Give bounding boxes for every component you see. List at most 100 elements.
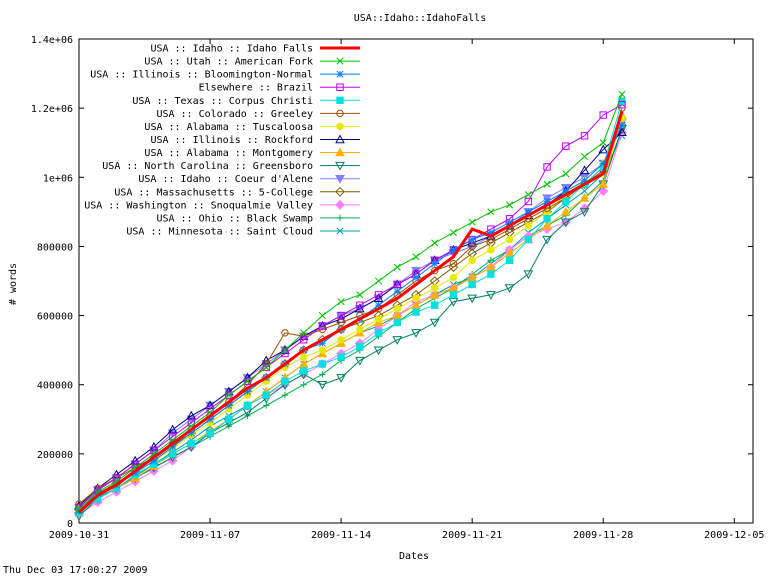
data-point xyxy=(487,246,495,254)
data-point xyxy=(598,144,609,154)
legend-label: USA :: Washington :: Snoqualmie Valley xyxy=(84,200,313,211)
legend-marker xyxy=(336,70,344,78)
data-point xyxy=(299,353,308,361)
legend-label: Elsewhere :: Brazil xyxy=(199,83,313,94)
data-point xyxy=(356,342,364,351)
legend-label: USA :: Idaho :: Idaho Falls xyxy=(150,44,313,55)
data-point xyxy=(225,401,233,410)
data-point xyxy=(523,270,534,280)
data-point xyxy=(580,152,589,161)
data-point xyxy=(560,218,571,228)
legend-marker xyxy=(336,57,344,65)
x-tick-label: 2009-11-14 xyxy=(311,530,371,541)
data-point xyxy=(542,235,552,245)
legend-marker xyxy=(335,175,345,184)
data-point xyxy=(262,391,270,399)
data-point xyxy=(393,287,401,295)
data-point xyxy=(206,415,214,423)
legend-marker xyxy=(336,96,344,104)
data-point xyxy=(337,311,345,320)
data-point xyxy=(468,218,476,226)
data-point xyxy=(300,381,307,388)
legend-label: USA :: Colorado :: Greeley xyxy=(156,109,313,120)
data-point xyxy=(167,424,178,434)
data-point xyxy=(562,170,570,178)
x-tick-label: 2009-10-31 xyxy=(49,530,109,541)
data-point xyxy=(524,208,532,216)
data-point xyxy=(448,298,459,307)
data-point xyxy=(168,450,177,458)
data-point xyxy=(486,291,496,300)
data-point xyxy=(599,139,607,147)
legend-label: USA :: Utah :: American Fork xyxy=(144,57,313,68)
data-point xyxy=(562,197,570,206)
data-point xyxy=(618,121,626,129)
data-point xyxy=(281,346,289,354)
data-point xyxy=(543,163,551,171)
y-tick-label: 1e+06 xyxy=(43,173,73,184)
data-point xyxy=(580,177,589,185)
data-point xyxy=(337,353,345,361)
x-tick-label: 2009-11-28 xyxy=(573,530,633,541)
data-point xyxy=(598,186,609,197)
data-point xyxy=(242,408,253,418)
data-point xyxy=(412,294,420,302)
data-point xyxy=(392,336,403,345)
data-point xyxy=(393,280,401,289)
data-point xyxy=(504,248,515,258)
y-tick-label: 400000 xyxy=(37,381,73,392)
x-tick-label: 2009-11-21 xyxy=(442,530,502,541)
chart-title: USA::Idaho::IdahoFalls xyxy=(354,13,486,24)
data-point xyxy=(449,229,457,237)
data-point xyxy=(318,360,327,368)
data-point xyxy=(299,367,308,375)
data-point xyxy=(186,410,197,420)
data-point xyxy=(356,325,364,334)
legend-marker xyxy=(336,122,344,131)
legend-entry: USA :: Washington :: Snoqualmie Valley xyxy=(84,199,360,211)
data-point xyxy=(169,443,177,451)
data-point xyxy=(281,329,289,337)
data-point xyxy=(562,142,570,150)
data-point xyxy=(468,256,476,264)
data-point xyxy=(243,377,252,385)
data-point xyxy=(243,377,252,385)
data-point xyxy=(467,294,478,304)
data-point xyxy=(150,457,158,465)
data-point xyxy=(337,298,345,306)
data-point xyxy=(504,284,515,293)
data-point xyxy=(281,391,289,399)
y-axis-label: # words xyxy=(8,263,19,305)
data-point xyxy=(393,263,401,271)
data-point xyxy=(580,187,589,195)
data-point xyxy=(206,429,214,437)
y-axis: 0 200000 400000 600000 800000 1e+06 1.2e+06 1.4… xyxy=(31,35,753,530)
data-point xyxy=(374,315,383,323)
x-axis-label: Dates xyxy=(399,551,429,562)
data-point xyxy=(411,300,421,309)
data-point xyxy=(187,439,196,448)
legend-entry: USA :: Utah :: American Fork xyxy=(144,57,360,68)
legend-label: USA :: Minnesota :: Saint Cloud xyxy=(126,226,313,237)
data-point xyxy=(298,358,309,368)
data-point xyxy=(505,256,514,264)
data-point xyxy=(356,301,364,309)
data-point xyxy=(318,322,327,330)
data-point xyxy=(429,289,440,299)
legend-entry: USA :: Colorado :: Greeley xyxy=(156,109,360,120)
series-usa-idaho-idaho-falls xyxy=(77,111,624,514)
data-point xyxy=(506,218,514,226)
data-point xyxy=(487,229,495,237)
data-point xyxy=(356,291,364,299)
data-point xyxy=(543,180,551,188)
data-point xyxy=(618,90,626,98)
legend-label: USA :: Alabama :: Montgomery xyxy=(144,148,313,159)
data-point xyxy=(431,239,439,247)
series-layer xyxy=(74,90,627,522)
legend-marker xyxy=(335,147,345,157)
data-point xyxy=(562,187,570,195)
legend-entry: USA :: Alabama :: Montgomery xyxy=(144,147,360,159)
legend-entry: Elsewhere :: Brazil xyxy=(199,83,360,94)
data-point xyxy=(468,242,476,251)
